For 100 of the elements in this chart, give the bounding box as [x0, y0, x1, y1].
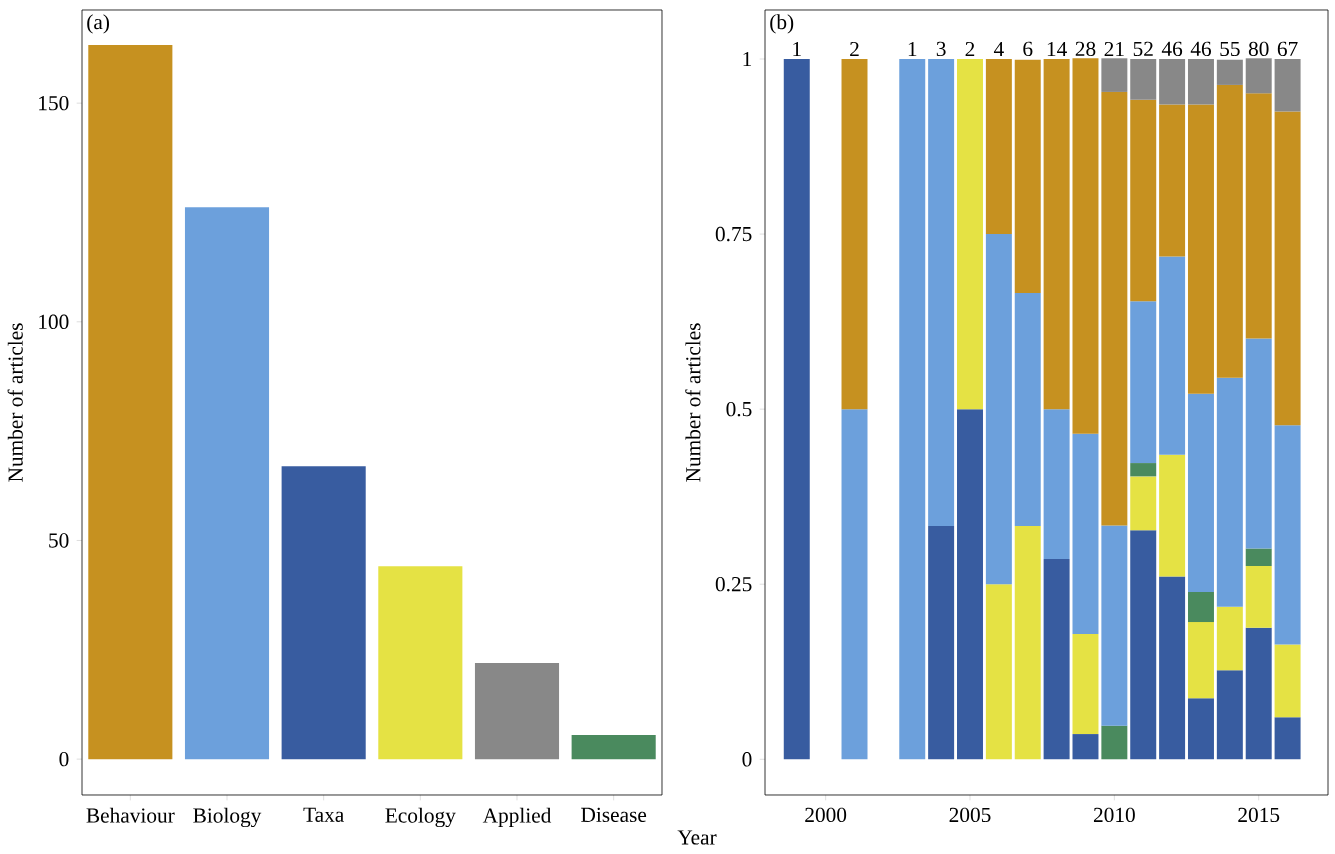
y-axis-title: Number of articles [7, 323, 23, 482]
annotation: 46 [1190, 41, 1212, 57]
bar [571, 735, 656, 760]
bar [1245, 548, 1272, 567]
annotation: 3 [936, 41, 946, 57]
bar [1245, 93, 1272, 339]
annotation: 46 [1161, 41, 1183, 57]
x-tick-label: 2000 [805, 807, 847, 823]
annotation: 6 [1023, 41, 1033, 57]
bar [1159, 104, 1186, 257]
x-tick-label: 2005 [949, 807, 991, 823]
y-tick-label: 50 [49, 533, 69, 548]
bar [985, 584, 1012, 760]
bar [1043, 59, 1070, 410]
bar [1130, 530, 1157, 760]
x-tick-label: Disease [581, 807, 647, 823]
bar [1216, 377, 1243, 607]
bar [1130, 99, 1157, 302]
bar [1274, 425, 1301, 645]
annotation: 1 [793, 42, 801, 57]
bar [1159, 576, 1186, 760]
bar [899, 59, 926, 760]
chart-title: (b) [770, 14, 794, 34]
bar [928, 526, 955, 760]
bar [985, 234, 1012, 585]
bar [1101, 91, 1128, 526]
bar [1014, 526, 1041, 760]
bar [957, 59, 983, 410]
x-axis-title: Year [677, 830, 717, 845]
bar [1274, 111, 1301, 426]
bar [1245, 58, 1272, 94]
bar [1014, 59, 1041, 293]
bar [1072, 633, 1099, 735]
bar [1187, 591, 1214, 623]
bar [1072, 734, 1099, 760]
bar [1072, 433, 1099, 634]
annotation: 67 [1277, 41, 1298, 57]
bar [1159, 256, 1186, 455]
bar [928, 59, 955, 527]
x-tick-label: 2015 [1238, 807, 1280, 823]
bar [1101, 725, 1128, 760]
y-tick-label: 0.5 [726, 401, 752, 417]
bar [1043, 559, 1070, 760]
bar [1274, 644, 1301, 718]
annotation: 14 [1047, 42, 1067, 57]
annotation: 2 [850, 41, 859, 57]
x-tick-label: Behaviour [86, 807, 175, 823]
annotation: 1 [908, 42, 917, 57]
y-tick-label: 0 [742, 752, 752, 767]
bar [1101, 58, 1128, 92]
bar [1130, 301, 1157, 464]
bar [1274, 59, 1301, 112]
bar [1245, 338, 1272, 549]
y-tick-label: 150 [39, 95, 69, 111]
x-tick-label: Taxa [303, 807, 344, 822]
bar [281, 466, 366, 760]
bar [1216, 606, 1243, 671]
bar [1072, 58, 1099, 434]
bar [1187, 393, 1214, 592]
bar [474, 662, 560, 760]
x-tick-label: Biology [193, 807, 262, 828]
x-tick-label: 2010 [1093, 807, 1135, 823]
y-tick-label: 0 [59, 751, 69, 767]
bar [88, 44, 173, 760]
bar [1130, 476, 1157, 531]
bar [841, 59, 868, 410]
bar [841, 409, 868, 760]
bar [1159, 454, 1186, 577]
annotation: 28 [1075, 41, 1096, 57]
bar [1216, 670, 1243, 760]
x-tick-label: Ecology [385, 807, 456, 828]
annotation: 4 [993, 42, 1004, 57]
bar [1245, 627, 1272, 760]
chart-title: (a) [87, 14, 110, 34]
annotation: 52 [1133, 41, 1153, 57]
y-tick-label: 1 [743, 51, 752, 67]
bar [1187, 622, 1214, 699]
bar [1187, 698, 1214, 760]
bar [1187, 59, 1214, 105]
bar [1014, 292, 1041, 527]
bar [1101, 525, 1128, 726]
bar [378, 566, 463, 760]
annotation: 80 [1248, 41, 1269, 57]
bar [1245, 566, 1272, 628]
bar [1043, 409, 1070, 560]
bar [1159, 59, 1186, 105]
bar [1216, 59, 1243, 85]
bar [1274, 717, 1301, 760]
y-tick-label: 0.25 [715, 576, 752, 592]
bar [1130, 59, 1157, 100]
y-axis-title: Number of articles [685, 323, 701, 482]
bar [1130, 463, 1157, 477]
y-tick-label: 100 [39, 314, 69, 330]
bar [957, 409, 983, 760]
annotation: 21 [1104, 41, 1124, 57]
x-tick-label: Applied [482, 807, 552, 828]
annotation: 55 [1220, 41, 1240, 57]
bar [985, 59, 1012, 235]
bar [1216, 84, 1243, 378]
bar [1187, 104, 1214, 394]
